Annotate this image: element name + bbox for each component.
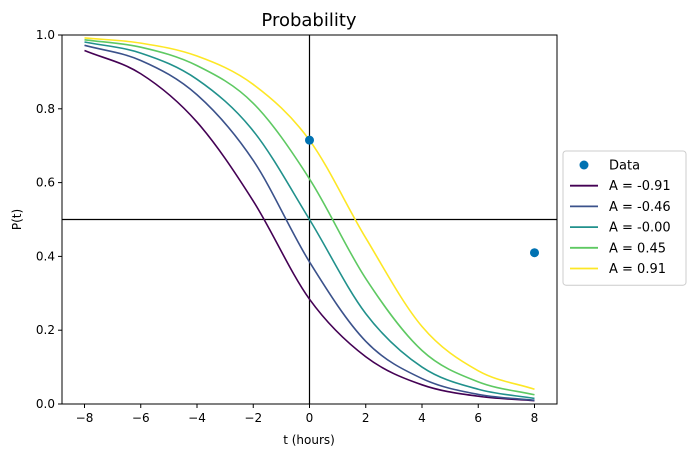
x-tick-label: −6 [132,411,150,425]
legend-label-data: Data [609,159,640,174]
x-tick-label: 4 [418,411,426,425]
y-tick-label: 0.4 [36,249,55,263]
series-line-2 [84,44,535,402]
x-axis-label: t (hours) [283,433,335,447]
legend-label-5: A = 0.91 [609,262,666,277]
legend-frame [562,150,687,286]
x-tick-label: −4 [188,411,206,425]
x-tick-label: 6 [474,411,482,425]
x-tick-label: −8 [76,411,94,425]
series-line-4 [84,39,535,396]
y-tick-label: 0.2 [36,323,55,337]
y-axis-label: P(t) [10,209,24,230]
legend: Data A = -0.91 A = -0.46 A = -0.00 A = 0.45 A… [562,150,687,286]
x-tick-label: 0 [306,411,314,425]
x-tick-label: −2 [244,411,262,425]
legend-label-1: A = -0.91 [609,179,671,194]
y-tick-label: 1.0 [36,28,55,42]
data-point-1 [305,135,314,145]
y-tick-label: 0.6 [36,176,55,190]
legend-label-4: A = 0.45 [609,241,666,256]
series-line-1 [84,49,535,402]
chart-title: Probability [261,10,356,31]
y-tick-label: 0.8 [36,102,55,116]
plot-frame [61,34,558,405]
series-line-5 [84,37,535,391]
y-tick-label: 0.0 [36,397,55,411]
x-tick-label: 2 [362,411,370,425]
legend-label-3: A = -0.00 [609,221,671,236]
legend-label-2: A = -0.46 [609,200,671,215]
series-line-3 [84,41,535,400]
x-tick-label: 8 [531,411,539,425]
legend-marker-data [579,160,589,170]
data-point-2 [530,248,539,258]
